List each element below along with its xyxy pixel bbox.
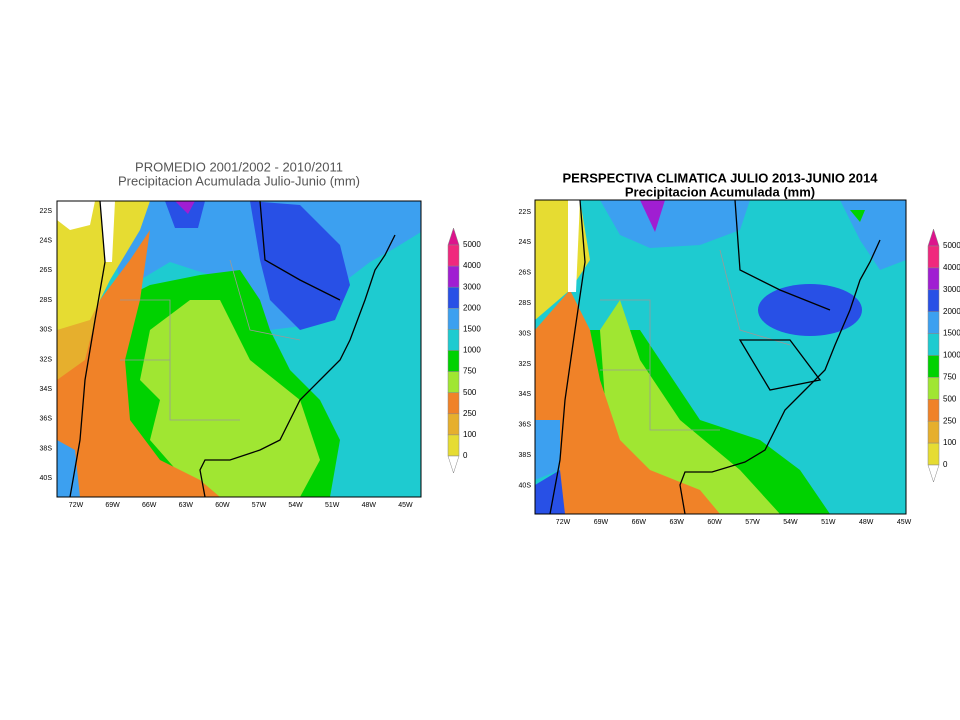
colorbar-box — [927, 245, 940, 269]
colorbar-box — [447, 329, 460, 351]
colorbar-box — [447, 392, 460, 415]
legend-label: 4000 — [943, 263, 960, 272]
lat-label: 22S — [40, 208, 53, 215]
lat-label: 34S — [519, 391, 532, 398]
lat-label: 24S — [40, 238, 53, 245]
lon-label: 69W — [594, 519, 609, 526]
legend-label: 250 — [463, 409, 477, 418]
colorbar-box — [447, 265, 460, 288]
legend-label: 1500 — [463, 325, 481, 334]
legend-label: 1000 — [943, 351, 960, 360]
legend-label: 3000 — [943, 285, 960, 294]
lon-label: 54W — [288, 502, 303, 509]
lat-label: 26S — [519, 270, 532, 277]
colorbar-box — [447, 350, 460, 372]
map-subtitle: Precipitacion Acumulada Julio-Junio (mm) — [118, 173, 360, 188]
legend-label: 5000 — [943, 241, 960, 250]
colorbar-box — [927, 377, 940, 400]
legend-label: 2000 — [943, 307, 960, 316]
colorbar-triangle — [927, 228, 940, 247]
lon-label: 45W — [897, 519, 912, 526]
colorbar-box — [927, 399, 940, 422]
lat-label: 30S — [519, 330, 532, 337]
lon-label: 48W — [859, 519, 874, 526]
lat-label: 40S — [519, 482, 532, 489]
legend-label: 100 — [943, 438, 957, 447]
lon-label: 66W — [632, 519, 647, 526]
lat-label: 36S — [519, 422, 532, 429]
lat-label: 22S — [519, 209, 532, 216]
lat-label: 38S — [40, 445, 53, 452]
legend-label: 500 — [463, 388, 477, 397]
legend-label: 750 — [943, 373, 957, 382]
colorbar-box — [927, 289, 940, 312]
lat-label: 34S — [40, 386, 53, 393]
colorbar-triangle — [447, 227, 460, 246]
legend-label: 250 — [943, 416, 957, 425]
legend-label: 0 — [943, 460, 948, 469]
map-frame — [534, 199, 907, 515]
colorbar-box — [447, 244, 460, 267]
lat-label: 32S — [40, 356, 53, 363]
lat-label: 30S — [40, 327, 53, 334]
lat-label: 24S — [519, 239, 532, 246]
lon-label: 69W — [105, 502, 120, 509]
lat-label: 28S — [40, 297, 53, 304]
lon-label: 72W — [556, 519, 571, 526]
lon-label: 63W — [179, 502, 194, 509]
lat-label: 26S — [40, 267, 53, 274]
map-title: PERSPECTIVA CLIMATICA JULIO 2013-JUNIO 2… — [563, 170, 879, 185]
legend-label: 750 — [463, 367, 477, 376]
legend-label: 1000 — [463, 346, 481, 355]
lat-label: 28S — [519, 300, 532, 307]
lon-label: 57W — [745, 519, 760, 526]
lon-label: 66W — [142, 502, 157, 509]
legend-label: 3000 — [463, 282, 481, 291]
map-subtitle: Precipitacion Acumulada (mm) — [625, 184, 815, 199]
colorbar-box — [927, 267, 940, 291]
lat-label: 36S — [40, 416, 53, 423]
lat-label: 32S — [519, 361, 532, 368]
colorbar-box — [927, 333, 940, 356]
colorbar-box — [447, 413, 460, 436]
lon-label: 57W — [252, 502, 267, 509]
colorbar-box — [927, 311, 940, 334]
lat-label: 40S — [40, 475, 53, 482]
lon-label: 63W — [669, 519, 684, 526]
legend-label: 100 — [463, 430, 477, 439]
colorbar-box — [927, 420, 940, 444]
legend-label: 5000 — [463, 240, 481, 249]
colorbar-box — [447, 286, 460, 309]
legend-label: 500 — [943, 394, 957, 403]
map-left — [57, 201, 421, 497]
map-right — [535, 200, 906, 514]
lon-label: 60W — [707, 519, 722, 526]
colorbar-triangle — [927, 464, 940, 483]
lon-label: 54W — [783, 519, 798, 526]
legend-label: 0 — [463, 451, 468, 460]
colorbar-box — [927, 442, 940, 466]
colorbar-triangle — [447, 455, 460, 474]
lon-label: 51W — [821, 519, 836, 526]
lon-label: 60W — [215, 502, 230, 509]
colorbar-box — [447, 434, 460, 457]
legend-label: 2000 — [463, 303, 481, 312]
lon-label: 51W — [325, 502, 340, 509]
legend-label: 4000 — [463, 261, 481, 270]
lon-label: 72W — [69, 502, 84, 509]
colorbar-box — [447, 308, 460, 330]
legend-label: 1500 — [943, 329, 960, 338]
lon-label: 45W — [398, 502, 413, 509]
lat-label: 38S — [519, 452, 532, 459]
map-title: PROMEDIO 2001/2002 - 2010/2011 — [135, 159, 343, 174]
lon-label: 48W — [362, 502, 377, 509]
map-frame — [56, 200, 422, 498]
colorbar-box — [447, 371, 460, 393]
colorbar-box — [927, 355, 940, 378]
